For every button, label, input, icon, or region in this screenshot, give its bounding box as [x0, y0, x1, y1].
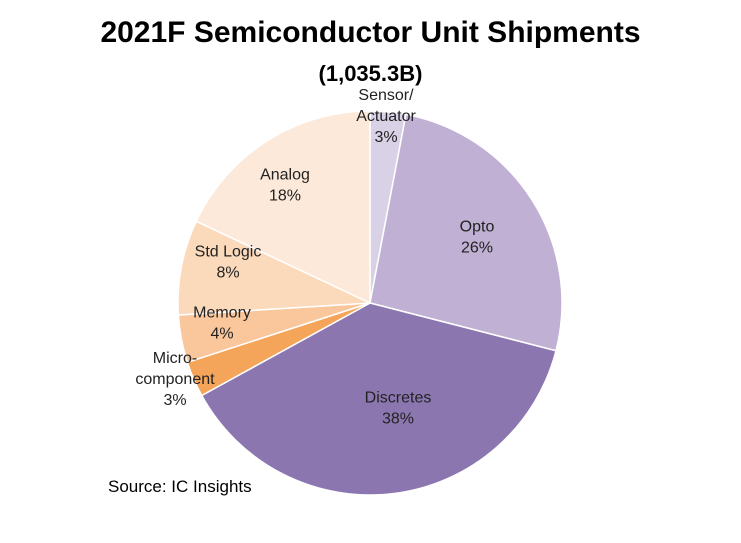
pie-slice-discretes — [200, 302, 557, 496]
slice-label-std-logic-1: Std Logic — [195, 244, 262, 261]
slice-label-discretes-1: Discretes — [365, 390, 432, 407]
source-note: Source: IC Insights — [108, 477, 252, 496]
pie-slice-analog — [195, 110, 371, 305]
slice-label-sensor-actuator-1: Sensor/ — [358, 87, 414, 104]
slice-label-memory-2: 4% — [210, 326, 233, 343]
slice-label-memory-1: Memory — [193, 305, 251, 322]
slice-label-sensor-actuator-3: 3% — [374, 129, 397, 146]
slice-label-discretes-2: 38% — [382, 411, 414, 428]
slice-label-sensor-actuator-2: Actuator — [356, 108, 416, 125]
pie-slice-opto — [369, 113, 563, 352]
slice-label-opto-1: Opto — [460, 219, 495, 236]
slice-label-analog-1: Analog — [260, 167, 310, 184]
slice-label-microcomponent-1: Micro- — [153, 350, 197, 367]
chart-title: 2021F Semiconductor Unit Shipments — [100, 16, 641, 49]
slice-label-microcomponent-2: component — [135, 371, 215, 388]
slice-label-analog-2: 18% — [269, 188, 301, 205]
slice-label-std-logic-2: 8% — [216, 265, 239, 282]
slice-label-microcomponent-3: 3% — [163, 392, 186, 409]
chart-subtitle: (1,035.3B) — [318, 61, 423, 86]
pie-slice-std-logic — [177, 220, 371, 316]
slice-label-opto-2: 26% — [461, 240, 493, 257]
